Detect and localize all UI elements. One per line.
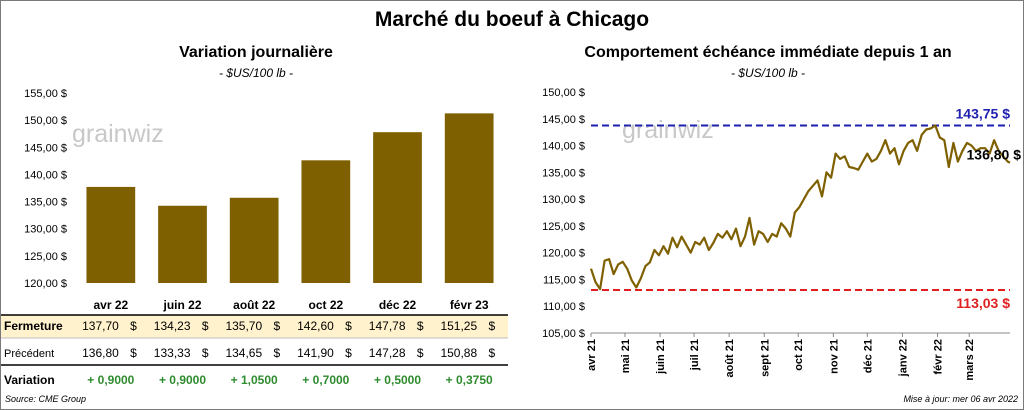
table-row-label: Précédent bbox=[4, 348, 54, 360]
x-category-label: déc 22 bbox=[379, 298, 417, 312]
line-chart-y-axis: 105,00 $ 110,00 $ 115,00 $ 120,00 $ 125,00 $… bbox=[542, 87, 1010, 340]
x-tick-label: juil 21 bbox=[689, 339, 701, 371]
grainwiz-watermark-left: grainwiz bbox=[72, 120, 164, 148]
table-cell-unit: $ bbox=[345, 346, 352, 360]
high-value-label: 143,75 $ bbox=[956, 105, 1011, 121]
bar bbox=[373, 132, 422, 283]
y-tick-label: 145,00 $ bbox=[542, 114, 585, 126]
table-cell-value: 135,70 bbox=[225, 319, 262, 333]
line-chart-subtitle: - $US/100 lb - bbox=[730, 66, 806, 80]
bar-chart-y-axis: 120,00 $ 125,00 $ 130,00 $ 135,00 $ 140,00 $… bbox=[24, 88, 67, 290]
table-cell-unit: $ bbox=[273, 319, 280, 333]
x-tick-label: août 21 bbox=[724, 339, 736, 378]
table-cell-unit: $ bbox=[417, 319, 424, 333]
y-tick-label: 130,00 $ bbox=[542, 194, 585, 206]
y-tick-label: 150,00 $ bbox=[24, 115, 67, 127]
y-tick-label: 125,00 $ bbox=[542, 221, 585, 233]
line-chart: grainwiz 105,00 $ 110,00 $ 115,00 $ 120,00 … bbox=[542, 87, 1022, 381]
table-cell-value: 150,88 bbox=[440, 346, 477, 360]
table-row-label: Variation bbox=[4, 373, 55, 387]
table-cell-unit: $ bbox=[202, 319, 209, 333]
y-tick-label: 140,00 $ bbox=[24, 169, 67, 181]
price-series-line bbox=[589, 124, 1011, 291]
x-tick-label: mars 22 bbox=[964, 339, 976, 381]
y-tick-label: 105,00 $ bbox=[542, 328, 585, 340]
x-tick-label: nov 21 bbox=[828, 339, 840, 374]
bar bbox=[229, 197, 279, 283]
y-tick-label: 120,00 $ bbox=[24, 278, 67, 290]
bar bbox=[444, 113, 494, 283]
x-tick-label: sept 21 bbox=[759, 339, 771, 377]
x-category-label: févr 23 bbox=[450, 298, 489, 312]
y-tick-label: 130,00 $ bbox=[24, 224, 67, 236]
table-cell-value: + 1,0500 bbox=[231, 373, 278, 387]
table-cell-value: 147,28 bbox=[369, 346, 406, 360]
bar-chart-title: Variation journalière bbox=[179, 44, 333, 61]
table-cell-unit: $ bbox=[130, 319, 137, 333]
main-title: Marché du boeuf à Chicago bbox=[374, 8, 650, 31]
table-cell-value: 133,33 bbox=[154, 346, 191, 360]
bar-chart-table: Fermeture 137,70 $134,23 $135,70 $142,60 $147… bbox=[1, 314, 508, 387]
table-cell-unit: $ bbox=[488, 319, 495, 333]
x-tick-label: oct 21 bbox=[793, 339, 805, 371]
line-chart-x-axis: avr 21 mai 21 juin 21 juil 21 août 21 sept 21… bbox=[586, 333, 976, 381]
x-category-label: août 22 bbox=[233, 298, 275, 312]
source-note: Source: CME Group bbox=[5, 394, 87, 404]
y-tick-label: 110,00 $ bbox=[543, 301, 585, 313]
bar-chart-subtitle: - $US/100 lb - bbox=[218, 66, 294, 80]
table-cell-value: 142,60 bbox=[297, 319, 334, 333]
y-tick-label: 135,00 $ bbox=[24, 197, 67, 209]
x-category-label: juin 22 bbox=[162, 298, 201, 312]
x-tick-label: juin 21 bbox=[655, 339, 667, 375]
line-chart-series: 136,80 $ bbox=[589, 124, 1022, 291]
y-tick-label: 140,00 $ bbox=[542, 141, 585, 153]
table-cell-value: 136,80 bbox=[82, 346, 119, 360]
table-cell-value: 137,70 bbox=[82, 319, 119, 333]
y-tick-label: 155,00 $ bbox=[24, 88, 67, 100]
y-tick-label: 135,00 $ bbox=[542, 167, 585, 179]
table-cell-value: + 0,7000 bbox=[302, 373, 349, 387]
bar-chart-bars: avr 22 juin 22 août 22 oct 22 déc 22 févr 23 bbox=[86, 113, 494, 312]
table-cell-value: + 0,3750 bbox=[446, 373, 493, 387]
x-category-label: avr 22 bbox=[93, 298, 128, 312]
line-chart-reference-lines: 143,75 $ 113,03 $ bbox=[591, 105, 1010, 311]
table-cell-value: 151,25 bbox=[440, 319, 477, 333]
table-cell-value: 134,65 bbox=[225, 346, 262, 360]
x-tick-label: févr 22 bbox=[933, 339, 945, 374]
table-cell-value: + 0,9000 bbox=[159, 373, 206, 387]
table-cell-value: + 0,9000 bbox=[87, 373, 134, 387]
bar bbox=[301, 160, 351, 283]
x-tick-label: janv 22 bbox=[897, 339, 909, 377]
table-cell-unit: $ bbox=[130, 346, 137, 360]
grainwiz-watermark-right: grainwiz bbox=[622, 116, 714, 144]
line-chart-title: Comportement échéance immédiate depuis 1… bbox=[584, 44, 952, 61]
y-tick-label: 145,00 $ bbox=[24, 142, 67, 154]
x-tick-label: avr 21 bbox=[586, 339, 598, 371]
table-cell-value: 134,23 bbox=[154, 319, 191, 333]
low-value-label: 113,03 $ bbox=[956, 295, 1010, 311]
table-cell-unit: $ bbox=[488, 346, 495, 360]
fermeture-row-bg bbox=[1, 315, 508, 338]
table-row-label: Fermeture bbox=[4, 319, 63, 333]
table-cell-value: 141,90 bbox=[297, 346, 334, 360]
bar bbox=[158, 205, 207, 283]
x-category-label: oct 22 bbox=[308, 298, 343, 312]
table-cell-unit: $ bbox=[273, 346, 280, 360]
x-tick-label: déc 21 bbox=[862, 339, 874, 373]
table-cell-value: 147,78 bbox=[369, 319, 406, 333]
table-cell-unit: $ bbox=[345, 319, 352, 333]
last-value-label: 136,80 $ bbox=[967, 147, 1022, 163]
y-tick-label: 125,00 $ bbox=[24, 251, 67, 263]
y-tick-label: 150,00 $ bbox=[542, 87, 585, 99]
update-note: Mise à jour: mer 06 avr 2022 bbox=[903, 394, 1018, 404]
x-tick-label: mai 21 bbox=[620, 339, 632, 373]
table-cell-value: + 0,5000 bbox=[374, 373, 421, 387]
table-cell-unit: $ bbox=[417, 346, 424, 360]
bar-chart: grainwiz 120,00 $ 125,00 $ 130,00 $ 135,00 … bbox=[1, 88, 508, 387]
y-tick-label: 115,00 $ bbox=[543, 274, 585, 286]
y-tick-label: 120,00 $ bbox=[542, 248, 585, 260]
table-cell-unit: $ bbox=[202, 346, 209, 360]
bar bbox=[86, 186, 136, 283]
